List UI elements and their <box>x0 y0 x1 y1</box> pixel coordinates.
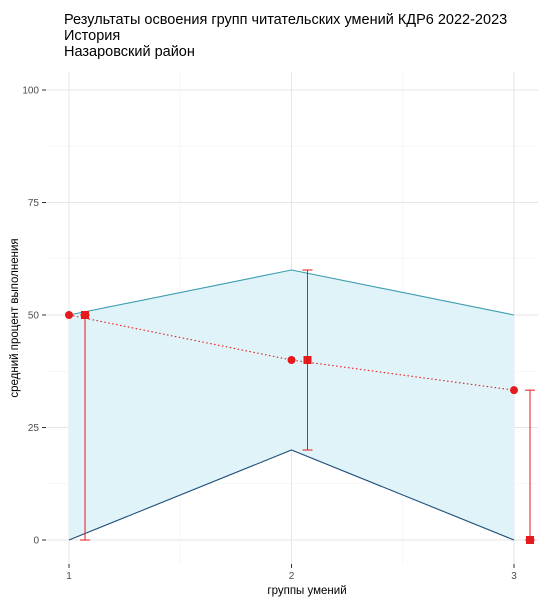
chart-title: Результаты освоения групп читательских у… <box>64 12 508 28</box>
chart-subtitle-region: Назаровский район <box>64 44 195 60</box>
chart-subtitle-subject: История <box>64 28 121 44</box>
mean-point <box>287 356 296 364</box>
x-tick-label: 3 <box>511 571 517 582</box>
mean-line <box>68 314 515 391</box>
y-tick-label: 0 <box>33 536 39 547</box>
x-tick-label: 1 <box>66 571 72 582</box>
y-axis-title: средний процент выполнения <box>9 238 21 397</box>
lower-bound-line <box>68 449 515 541</box>
y-tick-label: 25 <box>28 423 40 434</box>
y-tick-label: 100 <box>22 86 39 97</box>
y-tick-label: 75 <box>28 198 40 209</box>
mean-point <box>65 311 73 319</box>
x-tick-label: 2 <box>289 571 295 582</box>
median-square-point <box>81 311 89 319</box>
median-square-point <box>303 356 312 364</box>
mean-point <box>510 386 518 395</box>
upper-bound-line <box>68 269 515 316</box>
range-band <box>69 270 514 540</box>
chart-title-block: Результаты освоения групп читательских у… <box>64 12 507 60</box>
x-axis-title: группы умений <box>267 585 346 597</box>
y-tick-label: 50 <box>28 311 40 322</box>
median-square-point <box>526 536 534 544</box>
